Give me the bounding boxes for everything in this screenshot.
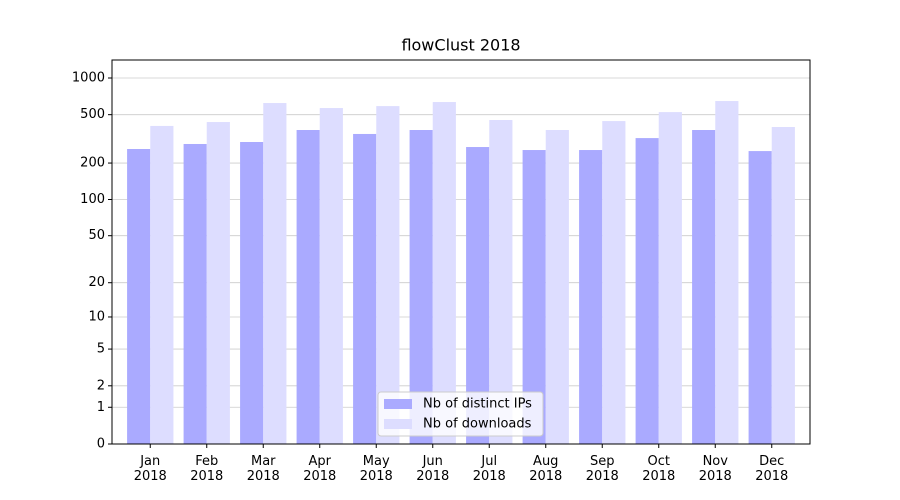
x-tick-label: Aug 2018 [529,454,563,484]
chart-title: flowClust 2018 [401,36,520,55]
bar [432,102,456,445]
bar [715,101,739,445]
bar [748,151,772,444]
plot-frame [111,59,811,445]
bar [240,142,264,444]
x-tick-label: Nov 2018 [698,454,732,484]
y-tick-label: 100 [80,192,105,207]
legend-label: Nb of distinct IPs [423,397,532,412]
x-tick-label: Jun 2018 [416,454,450,484]
bar [489,120,513,444]
y-tick-label: 50 [88,228,105,243]
legend-swatch [384,419,412,429]
bar [127,149,151,444]
bar [183,143,207,445]
y-tick-label: 2 [97,378,105,393]
x-tick-label: Mar 2018 [246,454,280,484]
y-tick-label: 1000 [72,70,105,85]
x-tick-label: Oct 2018 [642,454,676,484]
x-tick-label: Sep 2018 [585,454,619,484]
y-tick-label: 20 [88,275,105,290]
legend-label: Nb of downloads [423,417,532,432]
y-tick-label: 500 [80,107,105,122]
x-tick-label: Feb 2018 [190,454,224,484]
bar [602,121,626,444]
legend-box [377,391,544,437]
bar [263,103,287,444]
x-tick-label: Jul 2018 [472,454,506,484]
bar [319,108,343,444]
bar [658,112,682,444]
bar [635,138,659,444]
y-tick-label: 0 [97,437,105,452]
bar [771,126,795,444]
bar [353,133,377,444]
x-tick-label: Jan 2018 [133,454,167,484]
x-tick-label: Apr 2018 [303,454,337,484]
bar [206,122,230,444]
bar [466,147,490,444]
y-tick-label: 1 [97,400,105,415]
y-tick-label: 10 [88,309,105,324]
legend: Nb of distinct IPs Nb of downloads [377,391,544,437]
bar [376,106,400,445]
x-tick-label: Dec 2018 [755,454,789,484]
bar [545,130,569,444]
y-tick-label: 5 [97,342,105,357]
y-tick-label: 200 [80,156,105,171]
bar [692,130,716,444]
legend-swatch [384,399,412,409]
bar [150,125,174,444]
bar [579,150,603,444]
x-tick-label: May 2018 [359,454,393,484]
bar [409,130,433,444]
bar [522,150,546,444]
bar [296,130,320,444]
